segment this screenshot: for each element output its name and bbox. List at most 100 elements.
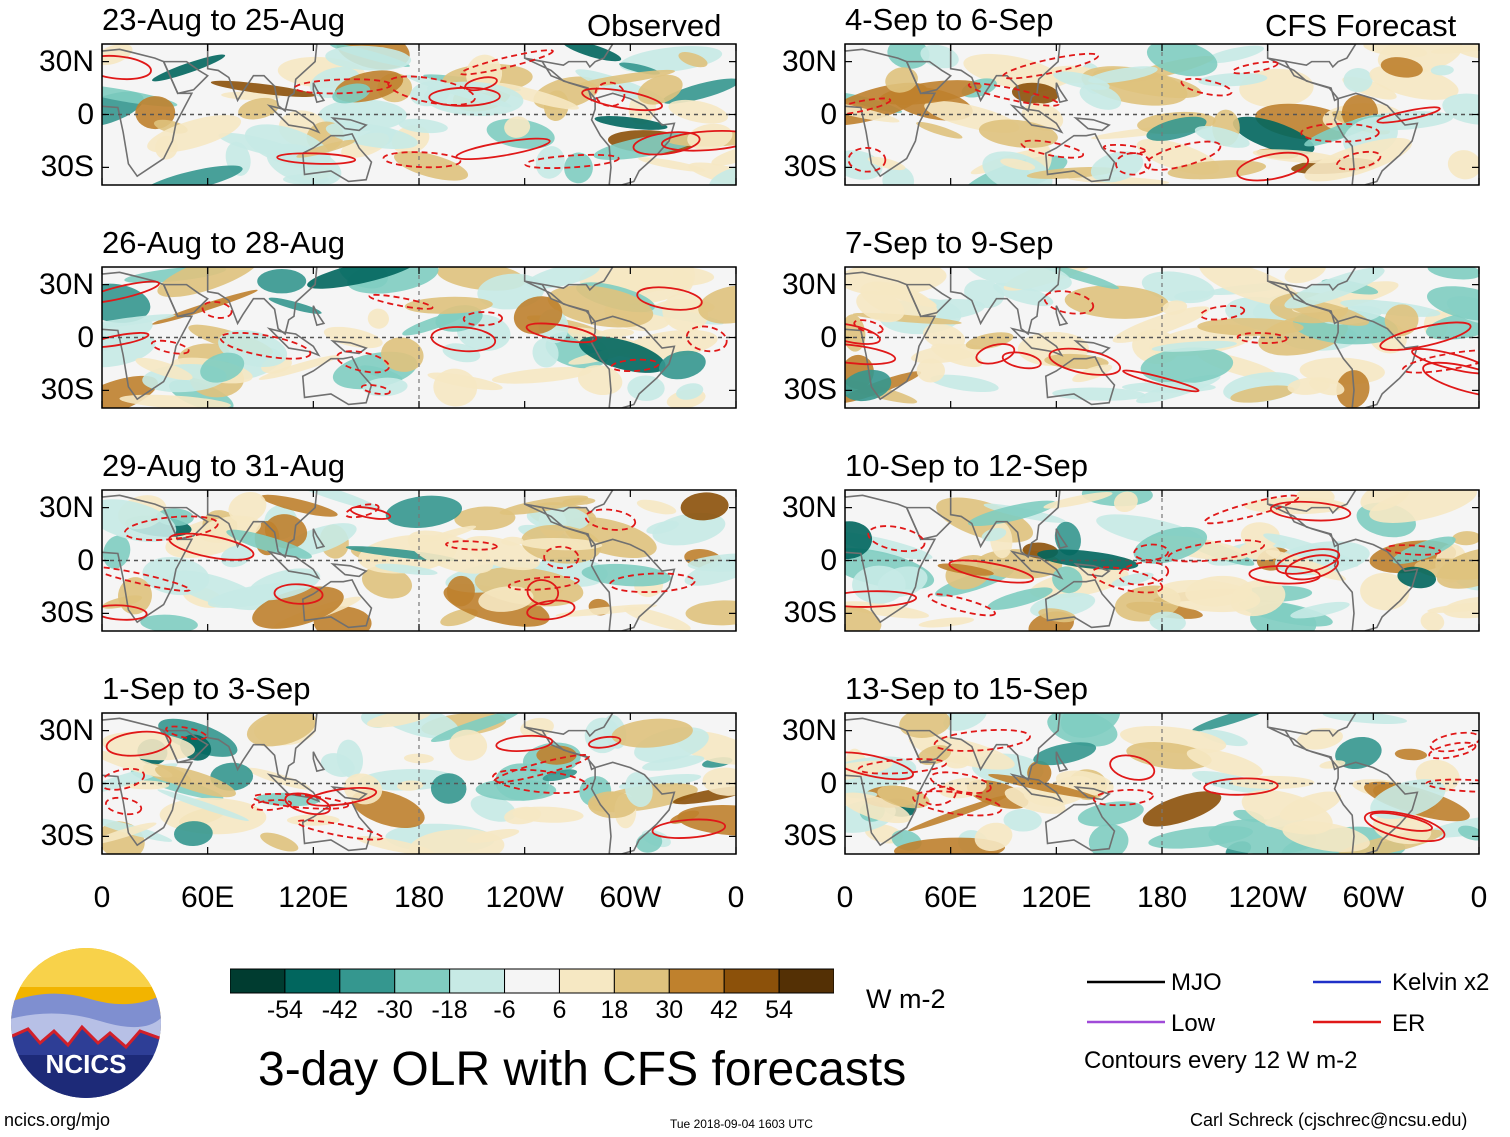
olr-anomaly — [1442, 596, 1479, 619]
olr-anomaly — [1192, 713, 1273, 732]
olr-anomaly — [662, 293, 709, 332]
olr-anomaly — [1425, 814, 1479, 838]
olr-anomaly — [1240, 522, 1280, 549]
panel-title-r2: 10-Sep to 12-Sep — [845, 448, 1089, 483]
er-contour — [1091, 566, 1164, 594]
olr-anomaly — [520, 717, 554, 738]
olr-anomaly — [1112, 306, 1210, 343]
olr-anomaly — [1397, 566, 1437, 589]
er-contour — [845, 322, 881, 345]
olr-anomaly — [624, 772, 653, 808]
coastline — [312, 305, 326, 327]
olr-anomaly — [1284, 267, 1326, 284]
lat-tick-label: 0 — [820, 97, 837, 131]
coastline — [905, 60, 952, 95]
coastline — [523, 713, 614, 771]
olr-anomaly — [504, 116, 531, 138]
er-contour — [1122, 369, 1200, 393]
olr-anomaly — [1452, 531, 1479, 546]
olr-anomaly — [248, 568, 321, 601]
coastline — [590, 761, 676, 854]
map-panel-obs-2 — [101, 489, 737, 632]
olr-anomaly — [587, 791, 637, 819]
ncics-logo: NCICS — [11, 948, 161, 1098]
lon-tick-label: 60W — [1342, 881, 1405, 914]
er-contour — [1092, 788, 1154, 807]
colorbar-label: -6 — [493, 996, 516, 1024]
olr-anomaly — [1157, 579, 1261, 613]
footer-author: Carl Schreck (cjschrec@ncsu.edu) — [1190, 1110, 1468, 1130]
olr-anomaly — [366, 713, 432, 728]
er-contour — [105, 730, 172, 757]
olr-anomaly — [1077, 801, 1144, 827]
legend-label-low: Low — [1171, 1010, 1216, 1037]
olr-anomaly — [662, 78, 736, 104]
footer-timestamp: Tue 2018-09-04 1603 UTC — [670, 1117, 813, 1131]
er-contour — [1269, 500, 1352, 522]
colorbar-swatch — [558, 968, 615, 994]
olr-anomaly — [678, 52, 708, 68]
lat-tick-label: 30S — [783, 150, 837, 184]
olr-anomaly — [1004, 787, 1066, 814]
olr-anomaly — [671, 267, 695, 296]
olr-anomaly — [1335, 736, 1382, 770]
olr-anomaly — [916, 121, 963, 139]
coastline — [1333, 761, 1419, 854]
lon-tick-label: 120E — [1021, 881, 1092, 914]
olr-anomaly — [307, 267, 417, 289]
lon-tick-label: 60E — [923, 881, 978, 914]
olr-anomaly — [532, 338, 559, 368]
er-contour — [1236, 151, 1310, 182]
olr-anomaly — [1003, 809, 1042, 832]
coastline — [1055, 305, 1069, 327]
er-contour — [492, 768, 589, 794]
panel-title-r1: 7-Sep to 9-Sep — [845, 225, 1054, 260]
olr-anomaly — [1033, 742, 1097, 766]
er-contour — [123, 515, 219, 541]
logo-text: NCICS — [46, 1049, 127, 1079]
coastline — [1266, 490, 1357, 548]
er-contour — [284, 792, 331, 816]
colorbar-label: 54 — [765, 996, 793, 1024]
er-contour — [296, 819, 384, 841]
coastline — [845, 494, 937, 624]
coastline — [1333, 92, 1419, 185]
olr-anomaly — [142, 556, 210, 596]
er-contour — [201, 300, 233, 319]
er-contour — [102, 332, 150, 349]
coastline — [1266, 44, 1357, 102]
legend-label-er: ER — [1392, 1010, 1426, 1037]
lat-tick-label: 30N — [38, 44, 94, 78]
olr-anomaly — [385, 495, 463, 528]
olr-anomaly — [1442, 93, 1479, 125]
lon-tick-label: 60E — [180, 881, 235, 914]
lat-tick-label: 30S — [40, 596, 94, 630]
coastline — [949, 267, 1061, 336]
lat-tick-label: 30S — [783, 819, 837, 853]
colorbar — [230, 968, 834, 994]
olr-anomaly — [513, 296, 563, 335]
olr-anomaly — [282, 490, 383, 512]
olr-anomaly — [1343, 68, 1373, 93]
olr-anomaly — [845, 760, 893, 783]
er-contour — [105, 796, 143, 816]
lat-tick-label: 0 — [820, 543, 837, 577]
coastline — [1073, 785, 1111, 801]
olr-anomaly — [1232, 116, 1315, 155]
footer-url: ncics.org/mjo — [4, 1110, 111, 1130]
coastline — [266, 550, 321, 580]
er-contour — [610, 358, 660, 373]
olr-anomaly — [1167, 160, 1267, 180]
coastline — [1009, 773, 1064, 803]
olr-anomaly — [430, 713, 521, 743]
olr-anomaly — [974, 822, 1013, 851]
olr-anomaly — [931, 343, 983, 368]
map-panel-fcst-1 — [844, 266, 1480, 409]
panel-title-l1: 26-Aug to 28-Aug — [102, 225, 346, 260]
olr-anomaly — [981, 527, 1007, 542]
colorbar-label: 18 — [600, 996, 629, 1024]
lon-tick-label: 0 — [1470, 881, 1488, 914]
olr-anomaly — [358, 769, 456, 791]
olr-anomaly — [1205, 45, 1264, 64]
olr-anomaly — [102, 822, 157, 845]
